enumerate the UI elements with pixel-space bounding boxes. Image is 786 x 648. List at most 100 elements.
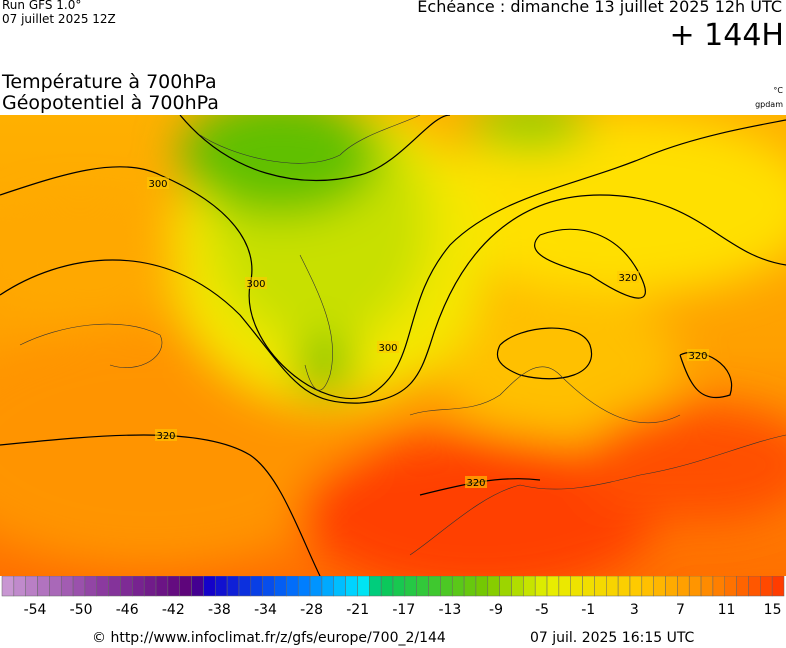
colorbar-tick-label: -50 xyxy=(70,602,93,618)
colorbar-swatch xyxy=(771,576,785,597)
colorbar-swatch xyxy=(606,576,619,597)
colorbar-swatch xyxy=(333,576,346,597)
colorbar-swatch xyxy=(724,576,737,597)
contour-line xyxy=(496,327,593,380)
contour-label: 320 xyxy=(466,478,485,489)
colorbar-swatch xyxy=(203,576,216,597)
colorbar-tick-label: -1 xyxy=(581,602,595,618)
coastlines xyxy=(19,115,786,556)
colorbar-tick-label: 11 xyxy=(718,602,736,618)
title-line: Température à 700hPa xyxy=(2,71,217,93)
colorbar-swatch xyxy=(558,576,571,597)
unit-label: °C xyxy=(773,86,783,95)
colorbar-swatch xyxy=(653,576,666,597)
colorbar-swatch xyxy=(582,576,595,597)
contour-label-bg xyxy=(465,476,487,488)
colorbar-swatch xyxy=(84,576,98,597)
colorbar-tick-label: 15 xyxy=(764,602,782,618)
contour-label-bg xyxy=(687,349,709,361)
colorbar-swatch xyxy=(250,576,263,597)
colorbar-swatch xyxy=(226,576,240,597)
colorbar-swatch xyxy=(665,576,678,597)
colorbar-swatch xyxy=(1,576,15,597)
contour-label: 300 xyxy=(378,343,397,354)
colorbar-swatch xyxy=(380,576,394,597)
colorbar-swatch xyxy=(688,576,702,597)
colorbar-swatch xyxy=(238,576,252,597)
colorbar-swatch xyxy=(712,576,726,597)
colorbar-tick-label: -54 xyxy=(24,602,47,618)
colorbar-swatch xyxy=(440,576,453,597)
colorbar-swatch xyxy=(546,576,560,597)
contour-line xyxy=(0,194,786,404)
colorbar-swatch xyxy=(309,576,323,597)
colorbar-swatch xyxy=(60,576,74,597)
colorbar-swatch xyxy=(677,576,690,597)
colorbar-swatch xyxy=(736,576,749,597)
colorbar-swatch xyxy=(487,576,500,597)
colorbar-swatch xyxy=(286,576,299,597)
colorbar-tick-label: -17 xyxy=(392,602,415,618)
colorbar-tick-label: -28 xyxy=(300,602,323,618)
init-label: 07 juillet 2025 12Z xyxy=(2,12,116,26)
contour-label: 320 xyxy=(688,351,707,362)
colorbar-swatch xyxy=(463,576,477,597)
colorbar-swatch xyxy=(345,576,358,597)
contour-line xyxy=(0,119,786,400)
colorbar-swatch xyxy=(72,576,86,597)
colorbar-swatch xyxy=(570,576,583,597)
contour-line xyxy=(179,115,451,181)
colorbar-tick-label: -46 xyxy=(116,602,139,618)
colorbar-swatch xyxy=(451,576,465,597)
valid-label: Echéance : dimanche 13 juillet 2025 12h … xyxy=(417,0,782,16)
colorbar-swatch xyxy=(641,576,654,597)
contour-label: 300 xyxy=(148,179,167,190)
colorbar-swatch xyxy=(215,576,228,597)
colorbar-tick-label: -5 xyxy=(535,602,549,618)
colorbar-swatch xyxy=(534,576,548,597)
contour-label-bg xyxy=(155,429,177,441)
colorbar-swatch xyxy=(167,576,180,597)
contour-line xyxy=(0,434,321,576)
contour-label-bg xyxy=(377,341,399,353)
colorbar-swatch xyxy=(297,576,311,597)
colorbar-tick-label: 3 xyxy=(630,602,639,618)
colorbar-swatch xyxy=(120,576,133,597)
colorbar-swatch xyxy=(369,576,382,597)
colorbar-swatch xyxy=(96,576,109,597)
colorbar-tick-label: -21 xyxy=(346,602,369,618)
contour-line xyxy=(534,228,646,299)
title-line: Géopotentiel à 700hPa xyxy=(2,92,219,114)
colorbar-swatch xyxy=(617,576,631,597)
colorbar-swatch xyxy=(179,576,192,597)
colorbar-swatch xyxy=(13,576,26,597)
colorbar-swatch xyxy=(108,576,121,597)
colorbar-swatch xyxy=(143,576,157,597)
colorbar-swatch xyxy=(428,576,441,597)
colorbar-swatch xyxy=(321,576,335,597)
colorbar-swatch xyxy=(629,576,643,597)
lead-label: + 144H xyxy=(669,18,785,53)
colorbar-swatch xyxy=(25,576,38,597)
geopotential-contours xyxy=(0,115,786,576)
colorbar-swatch xyxy=(404,576,417,597)
colorbar-swatch xyxy=(523,576,536,597)
colorbar-swatch xyxy=(37,576,50,597)
colorbar-tick-label: -9 xyxy=(489,602,503,618)
colorbar-swatch xyxy=(499,576,512,597)
colorbar-swatch xyxy=(760,576,773,597)
contour-label: 300 xyxy=(246,279,265,290)
colorbar-swatch xyxy=(262,576,275,597)
colorbar-tick-label: 7 xyxy=(676,602,685,618)
unit-label: gpdam xyxy=(755,100,783,109)
contour-label: 320 xyxy=(618,273,637,284)
source-url: © http://www.infoclimat.fr/z/gfs/europe/… xyxy=(92,630,446,646)
colorbar-swatch xyxy=(748,576,761,597)
colorbar-swatch xyxy=(392,576,406,597)
colorbar-swatch xyxy=(155,576,169,597)
colorbar-tick-label: -42 xyxy=(162,602,185,618)
colorbar-swatch xyxy=(191,576,204,597)
contour-label-bg xyxy=(147,177,169,189)
run-label: Run GFS 1.0° xyxy=(2,0,82,12)
